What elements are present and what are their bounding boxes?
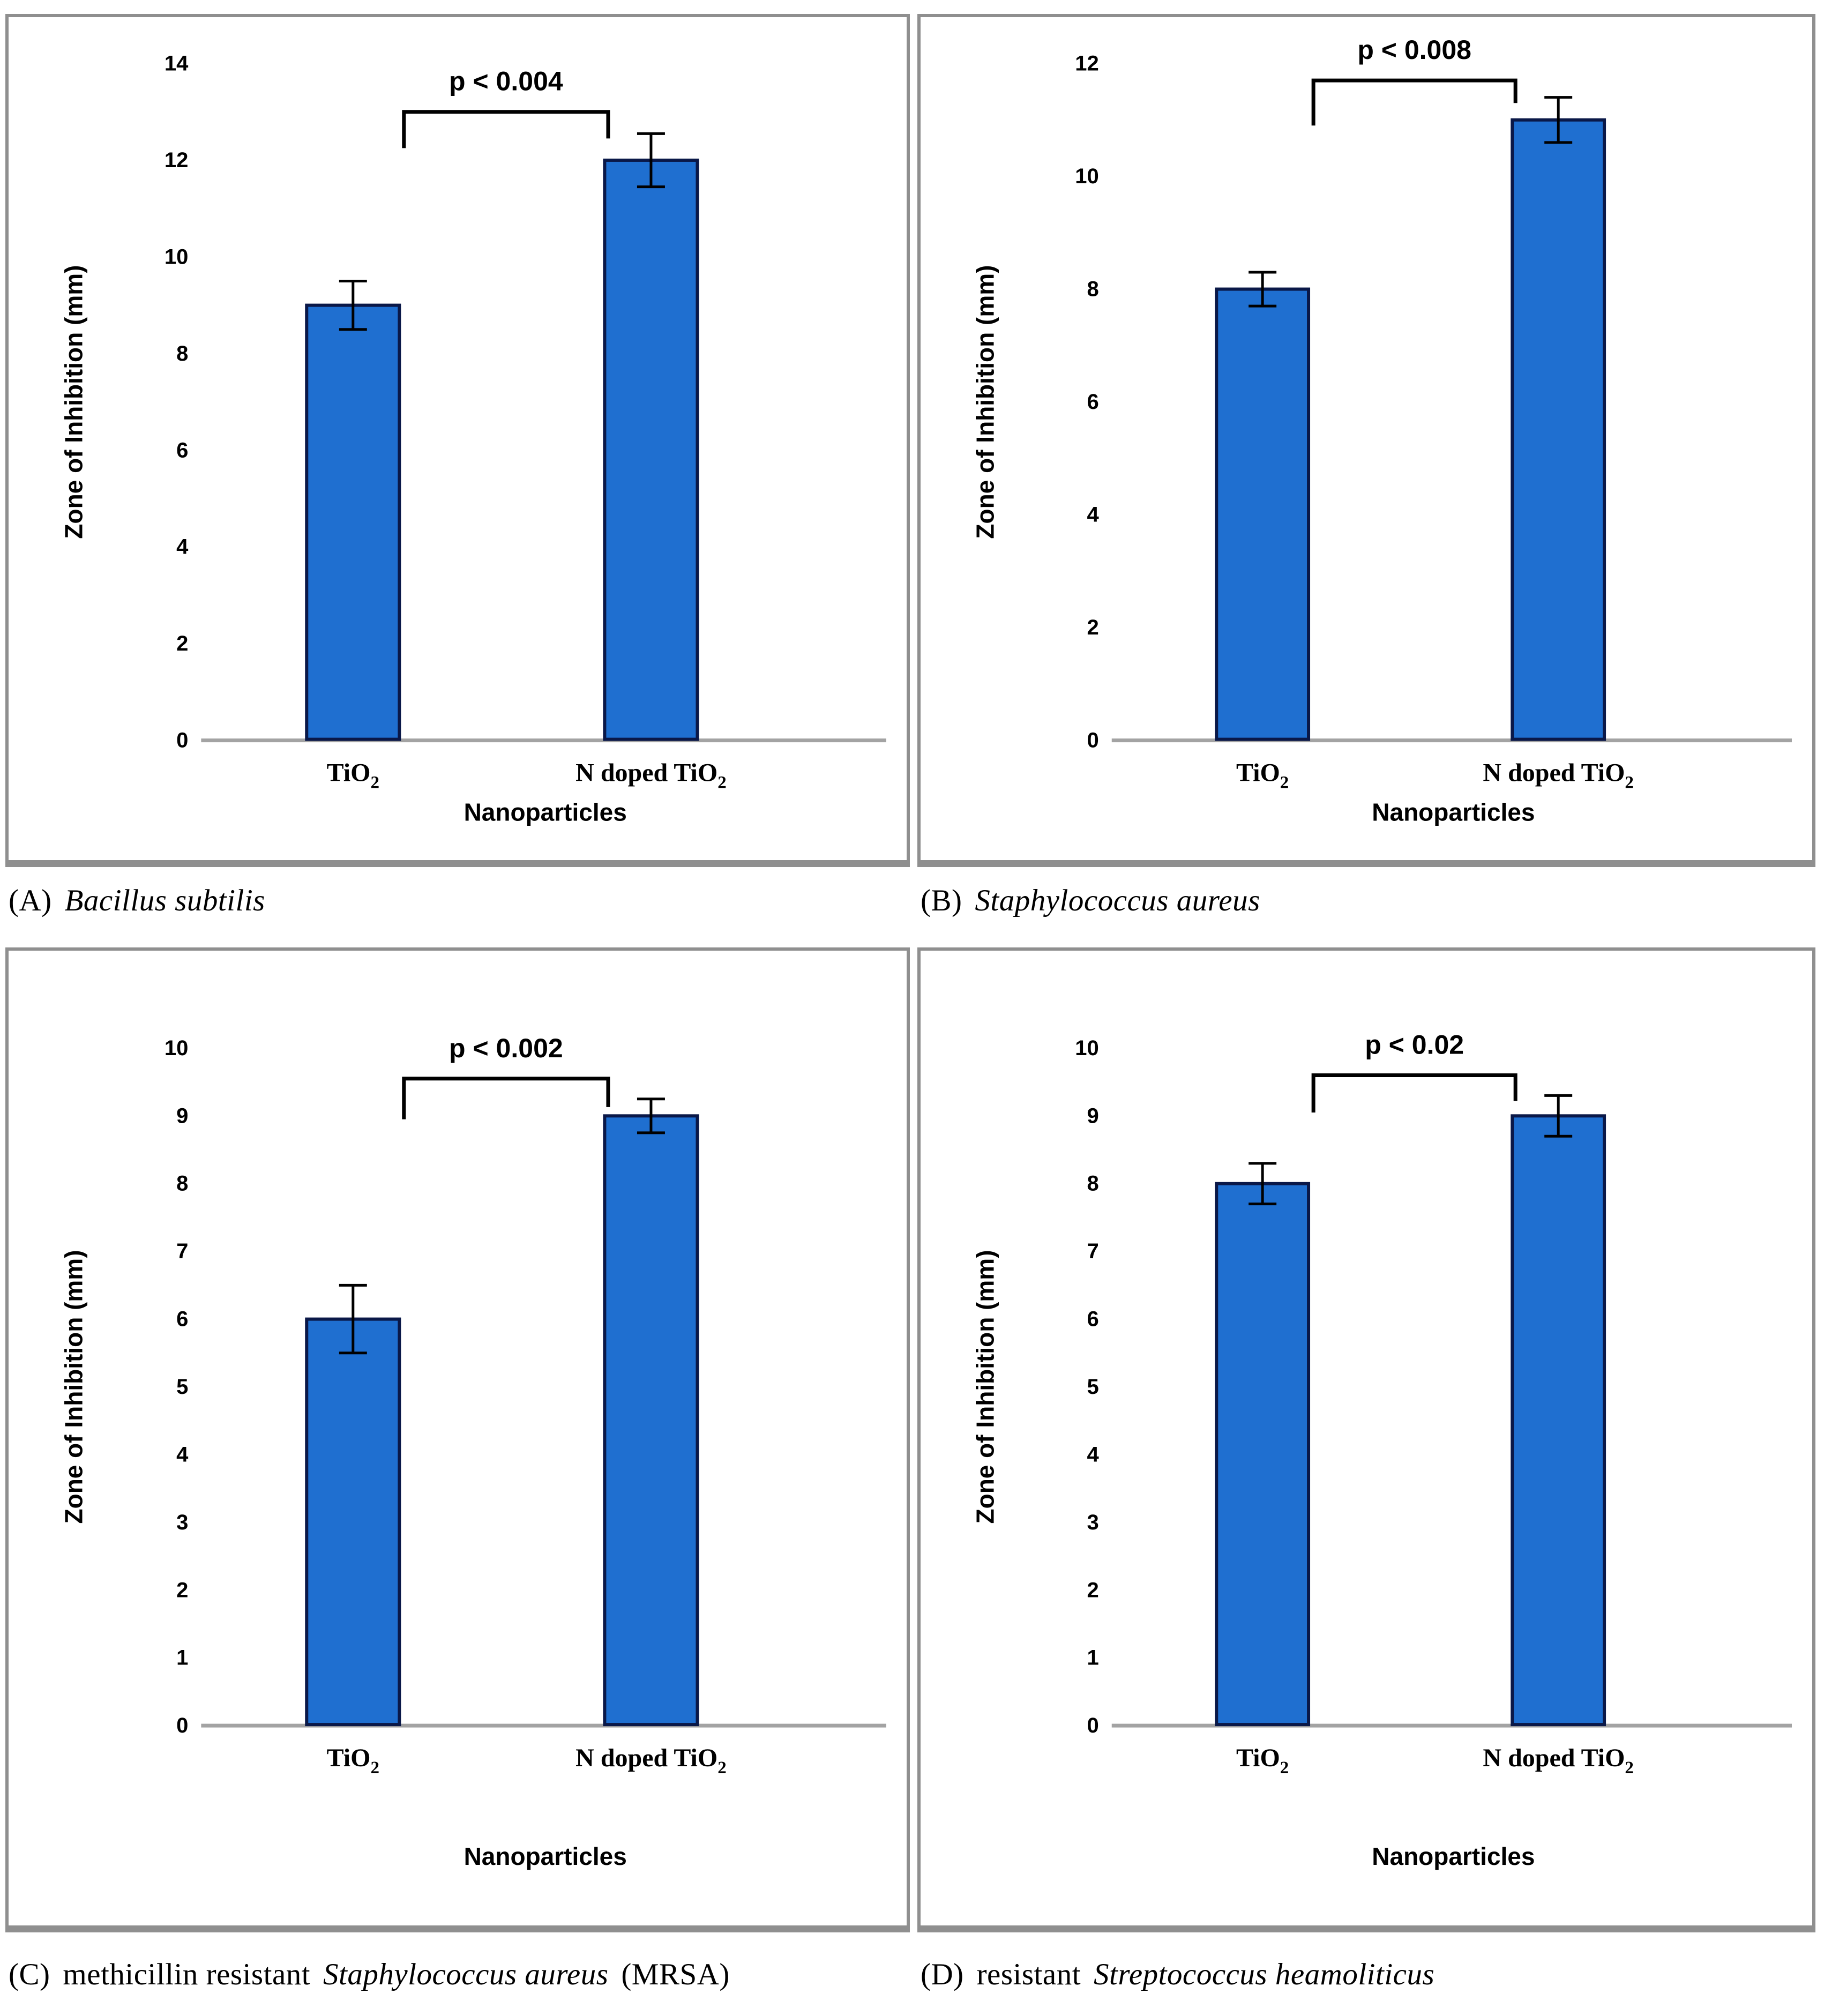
x-axis-title: Nanoparticles (464, 798, 627, 826)
chart-panel-d: 0 1 2 3 4 5 6 7 8 9 10 TiO2 N doped TiO2 p < 0.02 Nano… (917, 947, 1815, 1932)
y-axis-tick-label: 12 (165, 148, 189, 172)
significance-bracket (402, 1077, 610, 1119)
bar-tio2 (1215, 1182, 1311, 1727)
bar-n-doped-tio2 (1511, 118, 1606, 741)
caption-d-species: Streptococcus heamoliticus (1093, 1958, 1435, 1991)
y-axis-tick-label: 1 (176, 1646, 188, 1670)
y-axis-tick-label: 9 (1087, 1104, 1099, 1128)
x-category-label: N doped TiO2 (575, 759, 727, 793)
bar-chart-a: 0 2 4 6 8 10 12 14 TiO2 N doped TiO2 p < 0.004 Nano… (59, 52, 886, 826)
x-category-label: N doped TiO2 (1483, 1744, 1634, 1778)
y-axis-tick-label: 8 (176, 342, 188, 365)
chart-panel-c: 0 1 2 3 4 5 6 7 8 9 10 TiO2 N doped TiO2 p < 0.002 Nan… (5, 947, 910, 1932)
caption-a-prefix: (A) (9, 884, 52, 917)
x-category-label: TiO2 (1236, 759, 1289, 793)
y-axis-tick-label: 4 (176, 1443, 189, 1466)
y-axis-tick-label: 3 (1087, 1511, 1099, 1534)
caption-c: (C) methicillin resistant Staphylococcus a… (9, 1957, 743, 1992)
bar-n-doped-tio2 (603, 158, 699, 741)
x-axis-title: Nanoparticles (464, 1842, 627, 1870)
y-axis-title: Zone of Inhibition (mm) (971, 265, 999, 539)
x-category-label: N doped TiO2 (1483, 759, 1634, 793)
y-axis-tick-label: 7 (176, 1240, 188, 1263)
y-axis-tick-label: 2 (1087, 1578, 1099, 1602)
y-axis-tick-label: 9 (176, 1104, 188, 1128)
significance-label: p < 0.02 (1365, 1029, 1464, 1059)
bar-tio2 (305, 1317, 401, 1727)
caption-b: (B) Staphylococcus aureus (921, 883, 1273, 918)
y-axis-tick-label: 6 (1087, 390, 1099, 414)
y-axis-tick-label: 6 (176, 1308, 188, 1331)
x-category-label: TiO2 (327, 1744, 379, 1778)
caption-a: (A) Bacillus subtilis (9, 883, 278, 918)
x-category-label: N doped TiO2 (575, 1744, 727, 1778)
y-axis-tick-label: 14 (165, 52, 189, 76)
y-axis-tick-label: 0 (176, 729, 188, 752)
y-axis-tick-label: 0 (176, 1714, 188, 1737)
x-axis-title: Nanoparticles (1372, 1842, 1535, 1870)
y-axis-tick-label: 8 (1087, 1172, 1099, 1196)
caption-d-prefix: (D) (921, 1958, 964, 1991)
significance-label: p < 0.002 (449, 1033, 563, 1063)
y-axis-title: Zone of Inhibition (mm) (59, 1250, 87, 1524)
bar-tio2 (305, 303, 401, 741)
y-axis-tick-label: 10 (1075, 1036, 1099, 1060)
y-axis-tick-label: 8 (1087, 278, 1099, 301)
significance-bracket (1311, 1073, 1517, 1112)
y-axis-tick-label: 4 (176, 535, 189, 559)
caption-d-pre: resistant (976, 1958, 1081, 1991)
caption-c-pre: methicillin resistant (63, 1958, 311, 1991)
bar-n-doped-tio2 (1511, 1114, 1606, 1727)
y-axis-tick-label: 5 (1087, 1375, 1099, 1399)
y-axis-tick-label: 2 (176, 632, 188, 655)
bar-chart-d: 0 1 2 3 4 5 6 7 8 9 10 TiO2 N doped TiO2 p < 0.02 Nano… (971, 1029, 1792, 1870)
bar-tio2 (1215, 287, 1311, 741)
y-axis-tick-label: 2 (1087, 616, 1099, 639)
chart-panel-b: 0 2 4 6 8 10 12 TiO2 N doped TiO2 p < 0.008 Nanopa… (917, 14, 1815, 867)
y-axis-tick-label: 7 (1087, 1240, 1099, 1263)
caption-c-prefix: (C) (9, 1958, 50, 1991)
y-axis-tick-label: 4 (1087, 1443, 1100, 1466)
y-axis-tick-label: 3 (176, 1511, 188, 1534)
bar-n-doped-tio2 (603, 1114, 699, 1727)
x-axis-title: Nanoparticles (1372, 798, 1535, 826)
y-axis-title: Zone of Inhibition (mm) (59, 265, 87, 539)
caption-b-prefix: (B) (921, 884, 962, 917)
caption-b-species: Staphylococcus aureus (975, 884, 1260, 917)
caption-c-species: Staphylococcus aureus (323, 1958, 609, 1991)
y-axis-tick-label: 10 (165, 1036, 189, 1060)
chart-panel-a: 0 2 4 6 8 10 12 14 TiO2 N doped TiO2 p < 0.004 Nano… (5, 14, 910, 867)
y-axis-tick-label: 10 (1075, 165, 1099, 188)
bar-chart-c: 0 1 2 3 4 5 6 7 8 9 10 TiO2 N doped TiO2 p < 0.002 Nan… (59, 1033, 886, 1870)
y-axis-tick-label: 4 (1087, 503, 1100, 527)
y-axis-tick-label: 2 (176, 1578, 188, 1602)
y-axis-tick-label: 0 (1087, 729, 1099, 752)
caption-d: (D) resistant Streptococcus heamoliticus (921, 1957, 1447, 1992)
x-category-label: TiO2 (327, 759, 379, 793)
y-axis-tick-label: 0 (1087, 1714, 1099, 1737)
y-axis-tick-label: 12 (1075, 52, 1099, 76)
caption-c-suffix: (MRSA) (621, 1958, 730, 1991)
y-axis-tick-label: 10 (165, 245, 189, 268)
caption-a-species: Bacillus subtilis (64, 884, 265, 917)
y-axis-tick-label: 1 (1087, 1646, 1099, 1670)
bar-chart-b: 0 2 4 6 8 10 12 TiO2 N doped TiO2 p < 0.008 Nanopa… (971, 35, 1792, 826)
y-axis-title: Zone of Inhibition (mm) (971, 1250, 999, 1524)
significance-label: p < 0.008 (1357, 35, 1471, 65)
x-category-label: TiO2 (1236, 1744, 1289, 1778)
significance-label: p < 0.004 (449, 66, 563, 96)
y-axis-tick-label: 6 (176, 438, 188, 462)
y-axis-tick-label: 5 (176, 1375, 188, 1399)
significance-bracket (1311, 78, 1517, 126)
significance-bracket (402, 110, 610, 148)
y-axis-tick-label: 8 (176, 1172, 188, 1196)
y-axis-tick-label: 6 (1087, 1308, 1099, 1331)
